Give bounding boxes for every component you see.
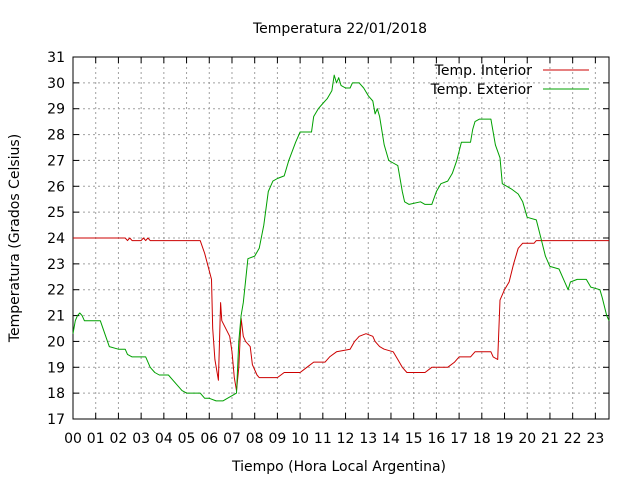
y-tick-label: 18 [47, 386, 65, 402]
x-tick-label: 16 [427, 431, 445, 447]
x-tick-label: 23 [586, 431, 604, 447]
x-tick-label: 17 [450, 431, 468, 447]
x-tick-label: 19 [496, 431, 514, 447]
x-tick-label: 04 [155, 431, 173, 447]
y-tick-label: 25 [47, 205, 65, 221]
y-tick-label: 21 [47, 309, 65, 325]
legend-label: Temp. Interior [434, 63, 533, 79]
x-tick-label: 08 [246, 431, 264, 447]
y-axis: 17 18 19 20 21 22 23 24 25 26 27 28 29 30 31 [47, 50, 609, 428]
series-line-temp-interior [73, 237, 609, 392]
x-tick-label: 10 [291, 431, 309, 447]
y-tick-label: 17 [47, 412, 65, 428]
x-tick-label: 05 [178, 431, 196, 447]
y-tick-label: 27 [47, 153, 65, 169]
x-tick-label: 02 [110, 431, 128, 447]
legend-label: Temp. Exterior [430, 82, 533, 98]
y-tick-label: 24 [47, 231, 65, 247]
y-tick-label: 22 [47, 283, 65, 299]
x-tick-label: 07 [223, 431, 241, 447]
chart-title: Temperatura 22/01/2018 [252, 21, 427, 37]
x-tick-label: 11 [314, 431, 332, 447]
x-axis-label: Tiempo (Hora Local Argentina) [231, 459, 446, 475]
x-tick-label: 22 [564, 431, 582, 447]
y-tick-label: 29 [47, 102, 65, 118]
x-axis: 00 01 02 03 04 05 06 07 08 09 10 11 12 13 14 15 16 17 18 19… [64, 57, 604, 447]
x-tick-label: 21 [541, 431, 559, 447]
x-tick-label: 15 [405, 431, 423, 447]
x-tick-label: 14 [382, 431, 400, 447]
grid [73, 57, 609, 419]
legend: Temp. Interior Temp. Exterior [430, 63, 589, 98]
y-tick-label: 30 [47, 76, 65, 92]
x-tick-label: 20 [518, 431, 536, 447]
y-tick-label: 20 [47, 334, 65, 350]
series-line-temp-exterior [72, 74, 610, 402]
y-tick-label: 26 [47, 179, 65, 195]
x-tick-label: 13 [359, 431, 377, 447]
x-tick-label: 00 [64, 431, 82, 447]
x-tick-label: 12 [337, 431, 355, 447]
x-tick-label: 01 [87, 431, 105, 447]
y-tick-label: 23 [47, 257, 65, 273]
x-tick-label: 09 [268, 431, 286, 447]
series-lines [72, 74, 610, 402]
y-tick-label: 28 [47, 128, 65, 144]
y-axis-label: Temperatura (Grados Celsius) [7, 134, 23, 343]
y-tick-label: 31 [47, 50, 65, 66]
y-tick-label: 19 [47, 360, 65, 376]
x-tick-label: 18 [473, 431, 491, 447]
x-tick-label: 03 [132, 431, 150, 447]
x-tick-label: 06 [200, 431, 218, 447]
